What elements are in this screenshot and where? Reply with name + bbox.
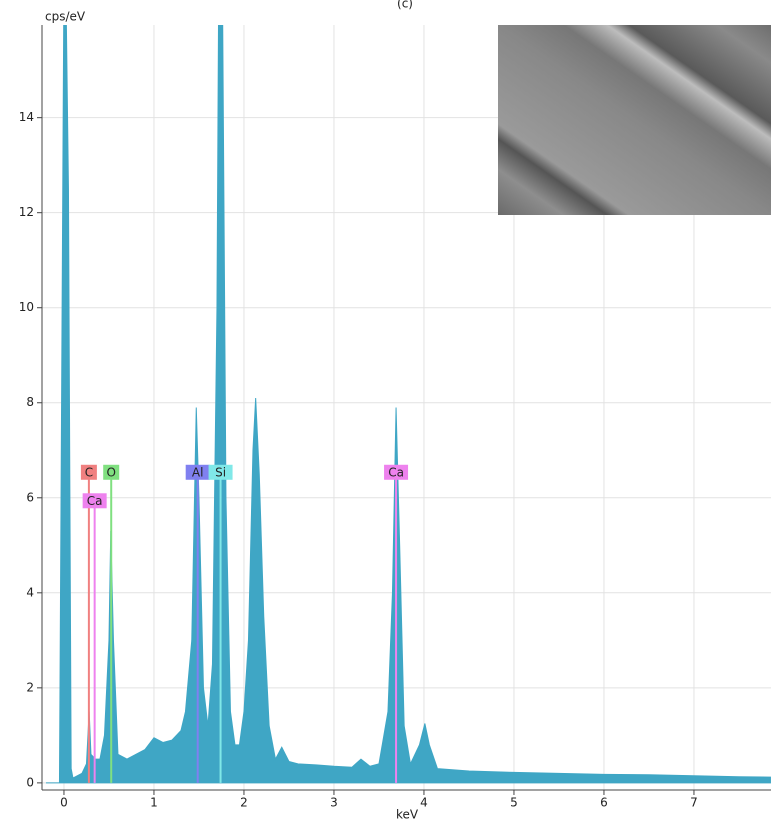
element-label-box <box>82 493 107 509</box>
element-label-box <box>185 464 210 480</box>
spectrum <box>45 25 771 784</box>
x-tick-label: 6 <box>600 796 608 810</box>
element-label: Ca <box>388 465 404 479</box>
y-tick-label: 0 <box>26 775 34 789</box>
element-label: C <box>85 465 93 479</box>
x-tick-label: 5 <box>510 796 518 810</box>
element-label: Al <box>192 465 204 479</box>
chart-title: (c) <box>397 0 413 11</box>
x-tick-label: 3 <box>330 796 338 810</box>
sem-inset-image <box>498 25 771 215</box>
element-label-box <box>208 464 233 480</box>
y-tick-label: 12 <box>19 205 34 219</box>
element-label: Ca <box>87 494 103 508</box>
x-tick-label: 1 <box>150 796 158 810</box>
element-label-box <box>384 464 409 480</box>
y-tick-label: 6 <box>26 490 34 504</box>
element-label-box <box>103 464 120 480</box>
element-label: Si <box>215 465 226 479</box>
y-tick-label: 14 <box>19 110 34 124</box>
grid <box>42 25 771 790</box>
y-axis-label: cps/eV <box>45 10 86 24</box>
x-tick-label: 4 <box>420 796 428 810</box>
x-tick-label: 2 <box>240 796 248 810</box>
y-tick-label: 8 <box>26 395 34 409</box>
y-tick-label: 4 <box>26 585 34 599</box>
x-tick-label: 7 <box>690 796 698 810</box>
y-tick-label: 2 <box>26 680 34 694</box>
plot-area <box>45 25 771 784</box>
x-tick-label: 0 <box>60 796 68 810</box>
y-tick-label: 10 <box>19 300 34 314</box>
x-axis-label: keV <box>396 808 419 822</box>
element-label: O <box>106 465 115 479</box>
element-label-box <box>80 464 97 480</box>
